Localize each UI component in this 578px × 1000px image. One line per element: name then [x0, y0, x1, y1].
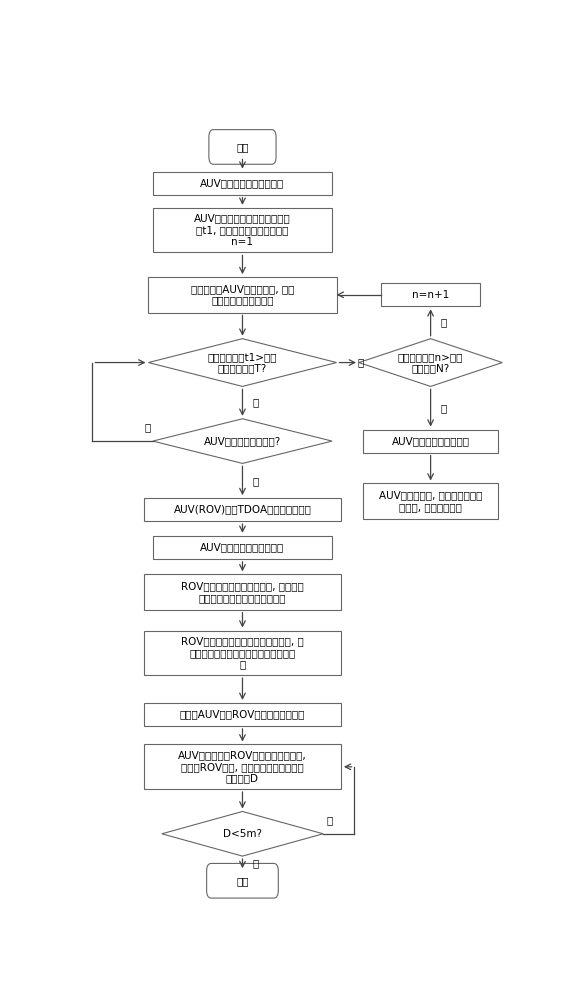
Text: 否: 否 — [440, 318, 447, 328]
Text: 开始: 开始 — [236, 142, 249, 152]
Text: 是: 是 — [440, 403, 447, 413]
FancyBboxPatch shape — [149, 277, 336, 312]
FancyBboxPatch shape — [207, 863, 279, 898]
FancyBboxPatch shape — [381, 283, 480, 306]
Text: AUV向母船发送故障状态: AUV向母船发送故障状态 — [392, 436, 469, 446]
Text: AUV上浮至水面, 并向母船发送实
时位置, 等待手动回收: AUV上浮至水面, 并向母船发送实 时位置, 等待手动回收 — [379, 490, 482, 512]
Text: 母船接收到AUV状态信息后, 通过
水声换能器发送声信号: 母船接收到AUV状态信息后, 通过 水声换能器发送声信号 — [191, 284, 294, 306]
Text: n=n+1: n=n+1 — [412, 290, 449, 300]
Polygon shape — [162, 811, 323, 856]
Text: D<5m?: D<5m? — [223, 829, 262, 839]
Text: AUV通过计时器记录信号接收时
间t1, 并设置初始信号接收次数
n=1: AUV通过计时器记录信号接收时 间t1, 并设置初始信号接收次数 n=1 — [194, 214, 291, 247]
Text: 是: 是 — [253, 476, 258, 486]
Polygon shape — [149, 339, 336, 386]
Text: 信号接收次数n>最大
接收次数N?: 信号接收次数n>最大 接收次数N? — [398, 352, 464, 373]
Text: 母船向AUV发送ROV的位置及朝向信息: 母船向AUV发送ROV的位置及朝向信息 — [180, 709, 305, 719]
Text: 否: 否 — [144, 422, 151, 432]
Text: 是: 是 — [253, 859, 258, 869]
FancyBboxPatch shape — [153, 536, 332, 559]
Text: ROV通过海流检测调整其朝向, 使回收仓
开口方向始终保持为迎水流方向: ROV通过海流检测调整其朝向, 使回收仓 开口方向始终保持为迎水流方向 — [181, 581, 304, 603]
FancyBboxPatch shape — [144, 744, 341, 789]
FancyBboxPatch shape — [144, 703, 341, 726]
Text: AUV根据所获的ROV信息调整行进方向,
逐渐向ROV靠近, 并实时计算两者之间的
欧氏距离D: AUV根据所获的ROV信息调整行进方向, 逐渐向ROV靠近, 并实时计算两者之间… — [178, 750, 307, 783]
FancyBboxPatch shape — [144, 574, 341, 610]
FancyBboxPatch shape — [153, 208, 332, 252]
Text: 否: 否 — [253, 398, 258, 408]
FancyBboxPatch shape — [153, 172, 332, 195]
Text: 信号接收时间t1>最大
信号接收时间T?: 信号接收时间t1>最大 信号接收时间T? — [208, 352, 277, 373]
Text: 否: 否 — [327, 815, 333, 825]
Text: 结束: 结束 — [236, 876, 249, 886]
Text: AUV(ROV)通过TDOA估计母船的位置: AUV(ROV)通过TDOA估计母船的位置 — [173, 505, 312, 515]
Text: 是: 是 — [358, 358, 364, 368]
Text: AUV向母船发送声引导状态: AUV向母船发送声引导状态 — [201, 542, 284, 552]
Text: AUV是否接收到声信号?: AUV是否接收到声信号? — [204, 436, 281, 446]
FancyBboxPatch shape — [209, 130, 276, 164]
Text: ROV通过地磁传感器获得其朝向信息, 并
通过有线通讯将其位置与朝向发送至母
船: ROV通过地磁传感器获得其朝向信息, 并 通过有线通讯将其位置与朝向发送至母 船 — [181, 636, 304, 669]
FancyBboxPatch shape — [144, 631, 341, 675]
Text: AUV向母船发送待回收状态: AUV向母船发送待回收状态 — [201, 178, 284, 188]
FancyBboxPatch shape — [364, 430, 498, 453]
FancyBboxPatch shape — [144, 498, 341, 521]
Polygon shape — [359, 339, 502, 386]
Polygon shape — [153, 419, 332, 463]
FancyBboxPatch shape — [364, 483, 498, 519]
